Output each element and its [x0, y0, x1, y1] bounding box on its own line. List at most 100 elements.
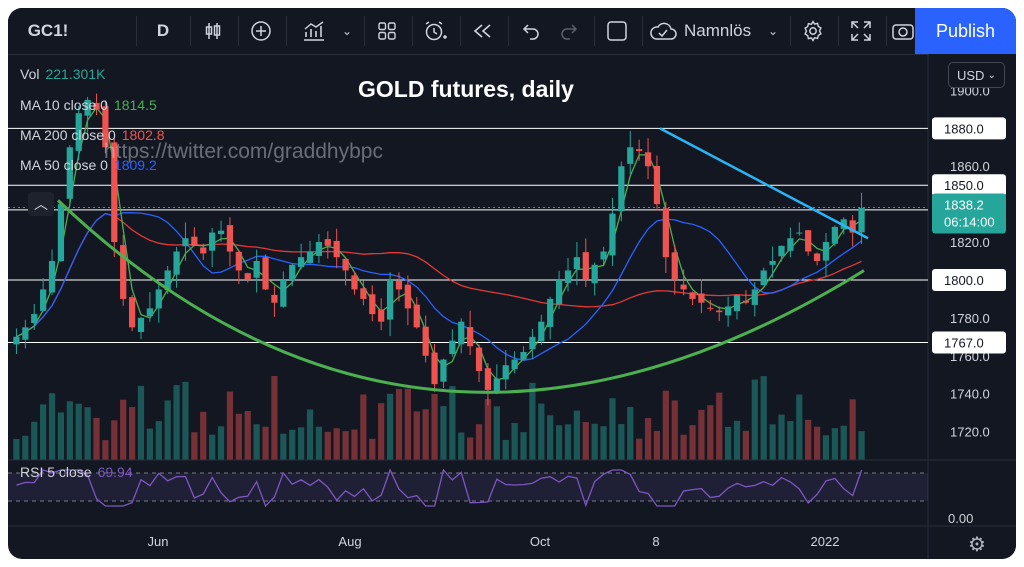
volume-bar	[155, 421, 162, 460]
candle-body	[351, 275, 358, 290]
volume-bar	[111, 420, 118, 460]
volume-bar	[360, 394, 367, 460]
volume-bar	[618, 424, 625, 460]
volume-bar	[93, 417, 100, 460]
volume-bar	[475, 424, 483, 460]
volume-bar	[200, 411, 207, 460]
candle-body	[760, 270, 767, 286]
volume-bar	[244, 411, 251, 460]
chevron-down-icon[interactable]: ⌄	[767, 24, 779, 38]
y-tick-label: 1860.0	[950, 159, 990, 174]
volume-bar	[66, 401, 73, 460]
candle-body	[333, 240, 340, 258]
chevron-down-icon[interactable]: ⌄	[341, 24, 353, 38]
symbol-search-button[interactable]: GC1!	[18, 8, 78, 54]
volume-bar	[511, 423, 518, 460]
level-label: 1767.0	[944, 335, 984, 350]
volume-bar	[289, 429, 296, 460]
candle-body	[413, 304, 420, 328]
undo-icon[interactable]	[514, 8, 548, 54]
volume-bar	[582, 422, 589, 460]
volume-bar	[84, 407, 91, 460]
candle-body	[858, 207, 865, 233]
volume-bar	[778, 414, 785, 460]
settings-icon[interactable]	[796, 8, 830, 54]
volume-bar	[609, 398, 616, 460]
candle-body	[137, 317, 145, 332]
collapse-legend-button[interactable]: ︿	[28, 192, 54, 216]
volume-bar	[378, 403, 385, 460]
level-label-box	[932, 174, 1006, 197]
volume-bar	[520, 432, 527, 460]
camera-icon[interactable]	[890, 8, 916, 54]
templates-icon[interactable]	[370, 8, 404, 54]
volume-bar	[75, 403, 82, 460]
fullscreen-icon[interactable]	[844, 8, 878, 54]
y-tick-label: 1740.0	[950, 387, 990, 402]
chevron-down-icon: ⌄	[987, 69, 996, 81]
candle-body	[493, 378, 500, 392]
settings-icon[interactable]: ⚙	[968, 534, 986, 556]
legend-ma200-label: MA 200 close 0	[20, 127, 116, 143]
currency-selector[interactable]: USD ⌄	[948, 62, 1005, 88]
replay-icon[interactable]	[466, 8, 500, 54]
volume-bar	[689, 425, 696, 460]
volume-bar	[493, 406, 500, 460]
redo-icon[interactable]	[552, 8, 586, 54]
volume-bar	[671, 400, 678, 460]
candle-body	[778, 245, 785, 257]
volume-bar	[680, 434, 687, 460]
candle-body	[725, 306, 732, 316]
rsi-tick-label: 0.00	[948, 511, 973, 526]
candle-body	[653, 165, 661, 205]
candle-body	[209, 232, 216, 251]
candle-body	[769, 261, 776, 265]
volume-bar	[102, 440, 109, 460]
divider	[642, 16, 643, 46]
candle-body	[360, 288, 367, 299]
volume-bar	[636, 438, 643, 460]
volume-bar	[573, 410, 580, 460]
volume-bar	[31, 421, 38, 460]
candle-body	[502, 365, 509, 380]
volume-bar	[226, 391, 234, 460]
candle-body	[600, 251, 607, 260]
candle-body	[431, 352, 438, 385]
publish-label: Publish	[935, 20, 996, 41]
volume-bar	[315, 426, 323, 460]
volume-bar	[280, 433, 287, 460]
candle-body	[547, 298, 554, 327]
legend-rsi-value: 69.94	[97, 464, 133, 480]
legend-ma10-label: MA 10 close 0	[20, 97, 108, 113]
layout-menu-button[interactable]: Namnlös	[648, 8, 764, 54]
last-price-value: 1838.2	[944, 198, 984, 213]
volume-bar	[831, 428, 838, 460]
candle-body	[671, 252, 678, 280]
interval-button[interactable]: D	[146, 8, 180, 54]
candle-body	[13, 336, 20, 345]
candles-icon[interactable]	[196, 8, 230, 54]
candle-body	[475, 347, 483, 371]
layout-name: Namnlös	[684, 21, 752, 40]
candle-body	[458, 321, 465, 345]
candle-body	[422, 326, 429, 356]
volume-bar	[822, 435, 830, 460]
publish-button[interactable]: Publish	[915, 8, 1016, 54]
candle-body	[787, 238, 794, 251]
volume-bar	[769, 424, 776, 460]
alert-icon[interactable]	[418, 8, 452, 54]
level-label-box	[932, 331, 1006, 354]
volume-bar	[644, 418, 652, 460]
level-label: 1850.0	[944, 178, 984, 193]
volume-bar	[22, 435, 29, 460]
volume-bar	[235, 413, 242, 460]
indicators-icon[interactable]	[296, 8, 332, 54]
last-price-countdown: 06:14:00	[944, 215, 995, 230]
price-chart[interactable]: 1720.01740.01760.01780.01800.01820.01840…	[8, 54, 1016, 559]
square-icon[interactable]	[600, 8, 634, 54]
candle-body	[120, 245, 127, 299]
volume-bar	[351, 429, 358, 460]
add-indicator-icon[interactable]	[244, 8, 278, 54]
candle-body	[618, 166, 625, 212]
x-tick-label: Aug	[338, 534, 361, 549]
